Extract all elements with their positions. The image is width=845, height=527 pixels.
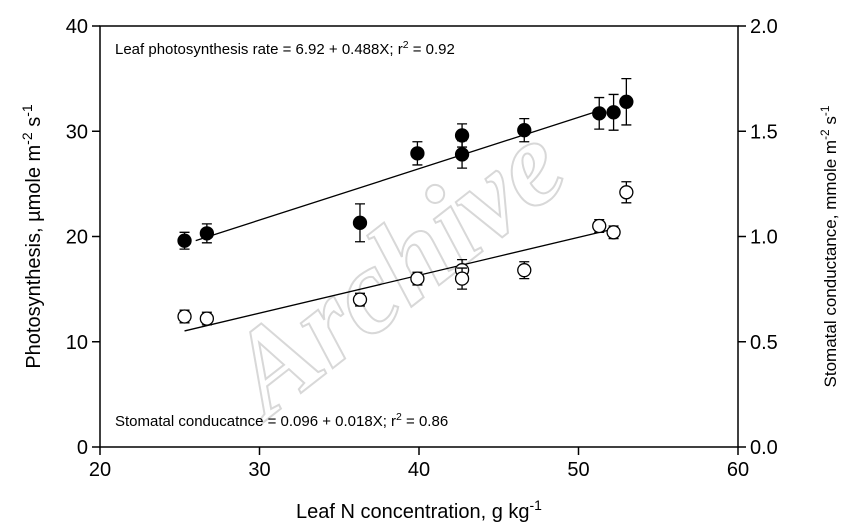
superscript: -2	[19, 132, 35, 145]
label-part: s	[23, 117, 45, 133]
data-point	[199, 226, 215, 241]
y-tick-label: 20	[66, 227, 88, 249]
data-point	[454, 147, 470, 162]
y2-tick-label: 0.0	[750, 437, 778, 459]
superscript: -1	[530, 497, 543, 513]
x-tick-label: 40	[408, 459, 430, 481]
data-point	[199, 311, 215, 326]
x-tick-label: 30	[248, 459, 270, 481]
data-point	[619, 185, 634, 200]
label-part: Stomatal conductance, mmole m	[821, 140, 840, 388]
x-tick-label: 20	[89, 459, 111, 481]
regression-line	[195, 109, 603, 242]
label-part: = 0.86	[402, 413, 448, 430]
x-axis-label: Leaf N concentration, g kg-1	[296, 497, 542, 523]
data-point	[177, 309, 192, 324]
y2-tick-label: 1.5	[750, 121, 778, 143]
x-tick-label: 50	[567, 459, 589, 481]
label-part: s	[821, 116, 840, 129]
y-tick-label: 10	[66, 332, 88, 354]
data-point	[517, 123, 532, 138]
superscript: -1	[818, 105, 832, 116]
label-part: Stomatal conducatnce = 0.096 + 0.018X; r	[115, 413, 396, 430]
y2-axis-label: Stomatal conductance, mmole m-2 s-1	[818, 105, 840, 387]
annotation: Stomatal conducatnce = 0.096 + 0.018X; r…	[115, 411, 448, 430]
superscript: -1	[19, 104, 35, 117]
data-point	[592, 218, 607, 234]
superscript: -2	[818, 129, 832, 140]
y-tick-label: 30	[66, 121, 88, 143]
y2-tick-label: 2.0	[750, 16, 778, 38]
y-axis-label: Photosynthesis, µmole m-2 s-1	[19, 104, 45, 369]
data-point	[352, 215, 368, 230]
x-tick-label: 60	[727, 459, 749, 481]
data-point	[454, 271, 470, 286]
superscript: 2	[403, 39, 409, 51]
y2-tick-label: 0.5	[750, 332, 778, 354]
data-point	[352, 292, 368, 307]
data-point	[619, 94, 634, 109]
data-point	[454, 128, 470, 143]
y2-tick-label: 1.0	[750, 227, 778, 249]
label-part: Leaf N concentration, g kg	[296, 501, 529, 523]
label-part: Leaf photosynthesis rate = 6.92 + 0.488X…	[115, 41, 403, 58]
y-tick-label: 40	[66, 16, 88, 38]
data-point	[592, 106, 607, 121]
label-part: Photosynthesis, µmole m	[23, 145, 45, 369]
data-point	[410, 146, 425, 161]
data-point	[177, 233, 192, 248]
data-point	[606, 225, 621, 240]
regression-line	[184, 227, 619, 332]
y-tick-label: 0	[77, 437, 88, 459]
label-part: = 0.92	[409, 41, 455, 58]
data-point	[606, 105, 621, 120]
data-point	[410, 271, 425, 286]
data-point	[517, 263, 532, 278]
annotation: Leaf photosynthesis rate = 6.92 + 0.488X…	[115, 39, 455, 58]
superscript: 2	[396, 411, 402, 423]
